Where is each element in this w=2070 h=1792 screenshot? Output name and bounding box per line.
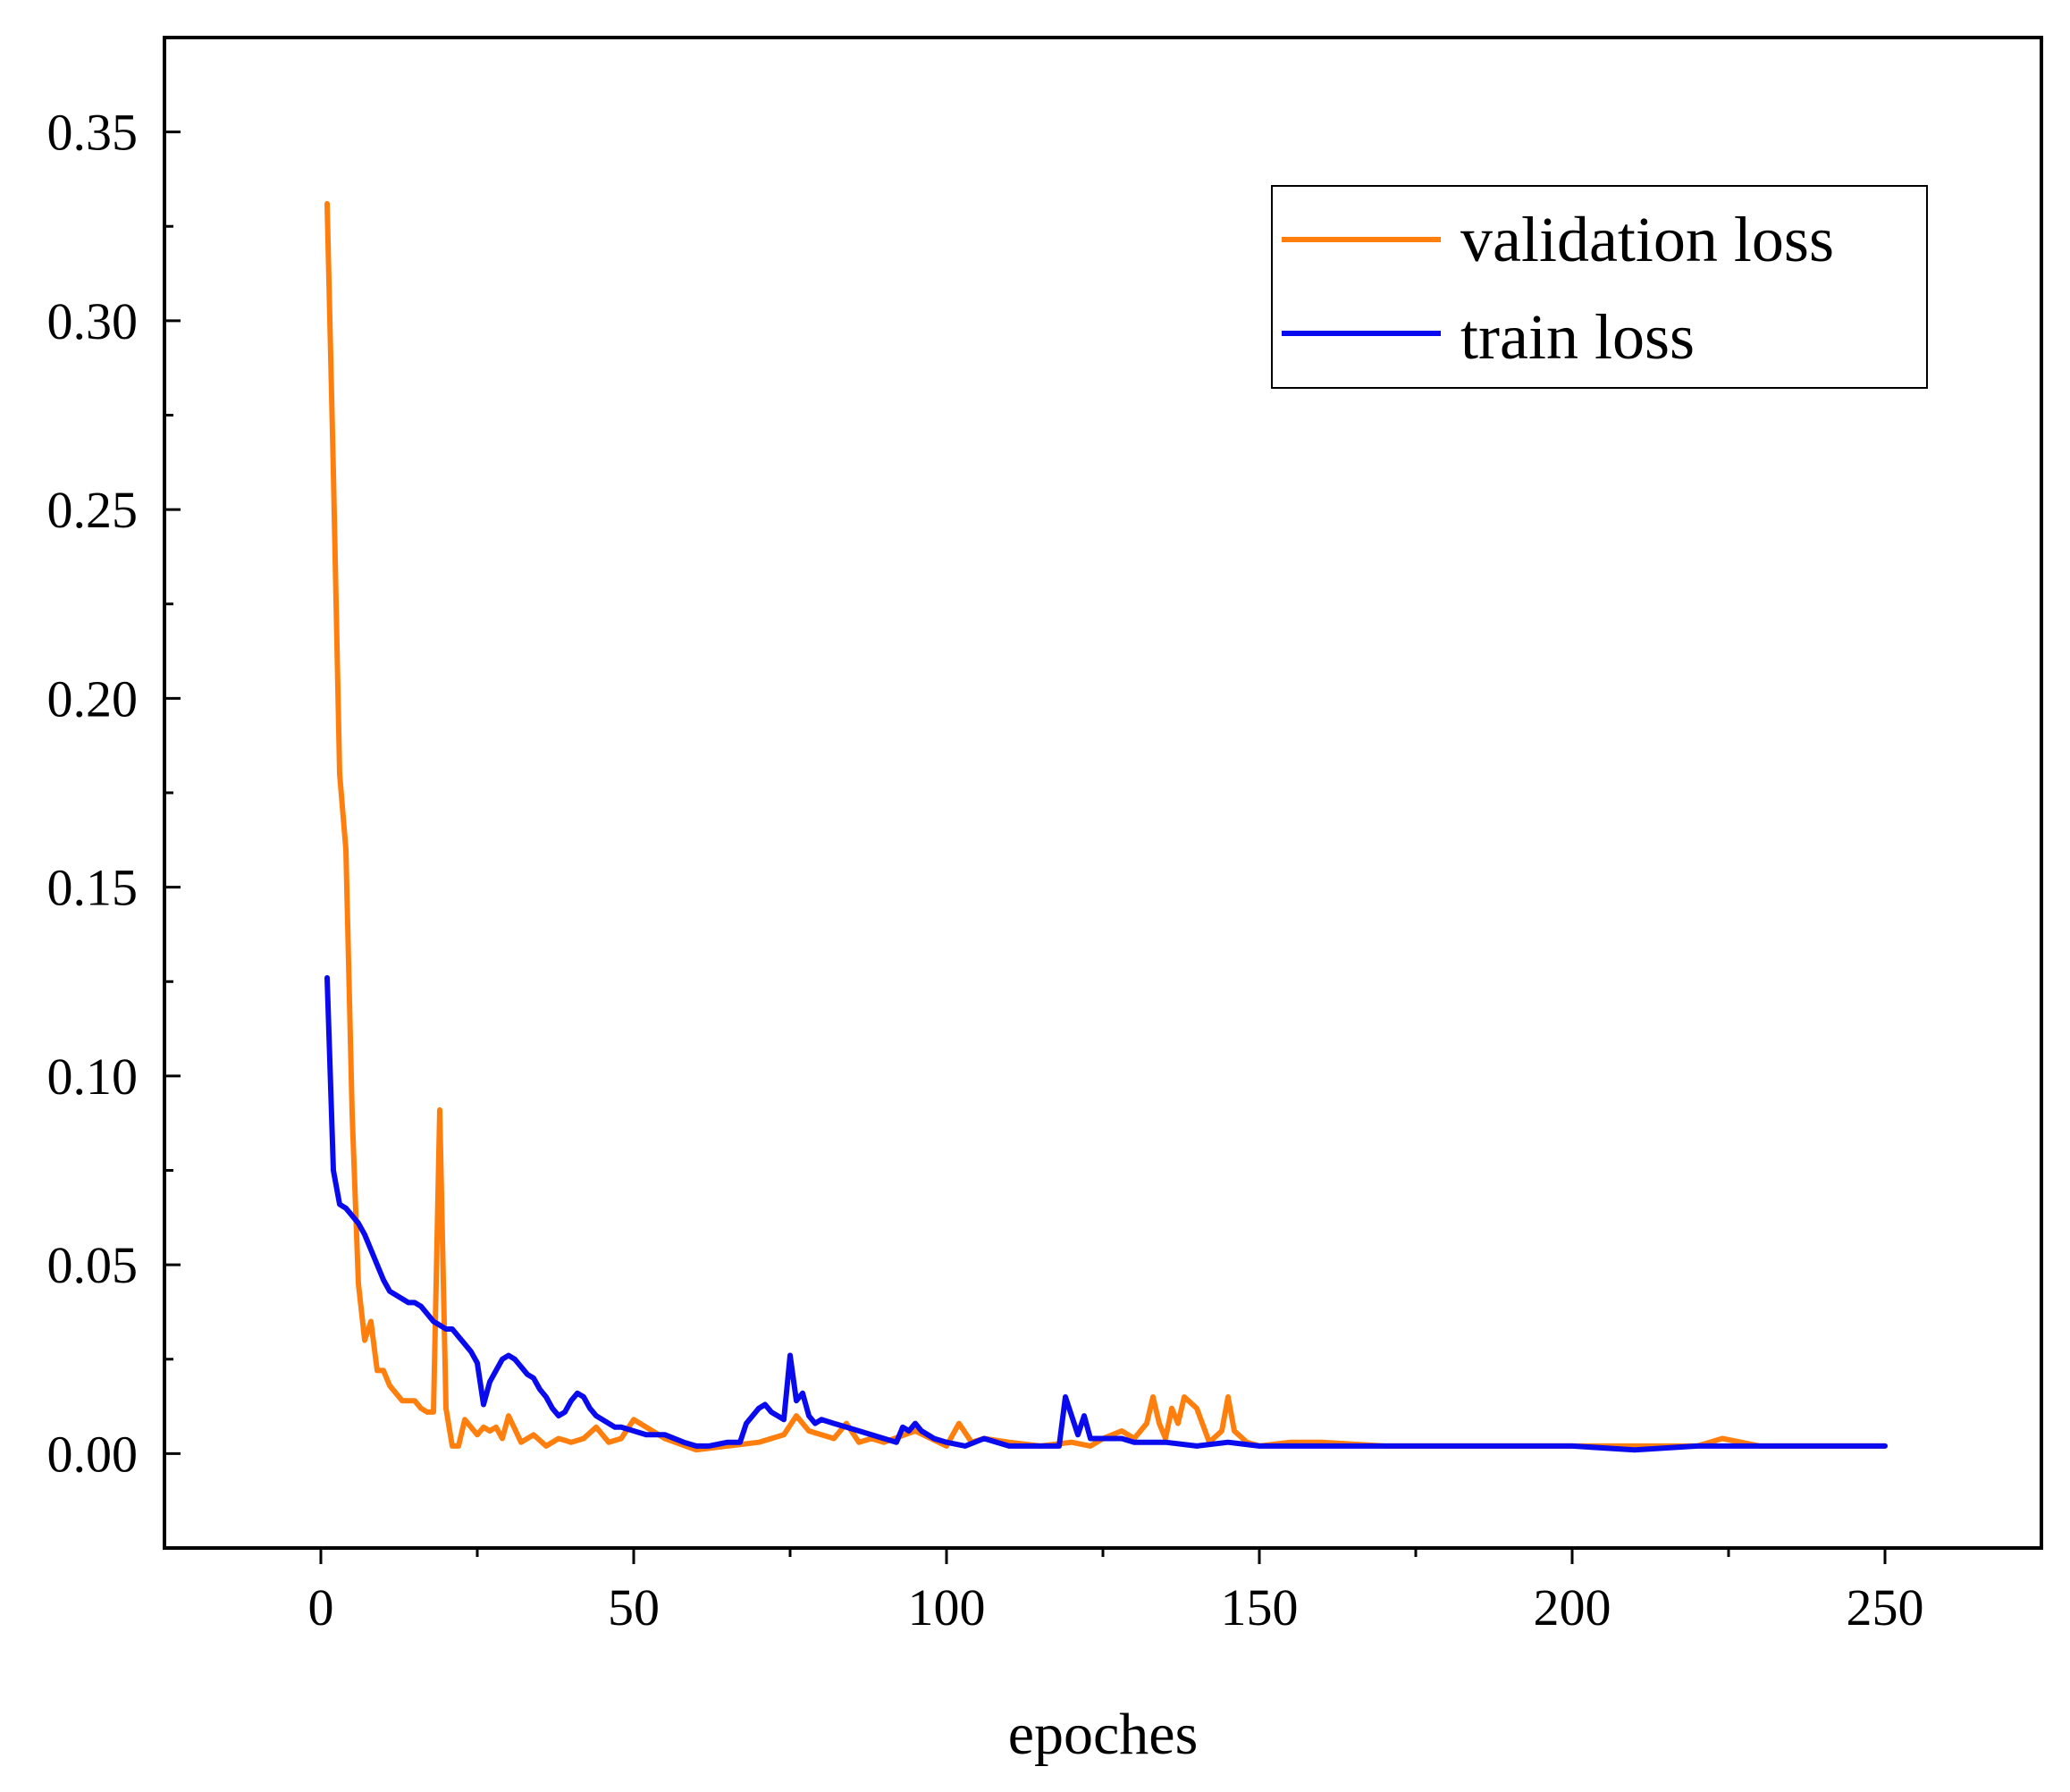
- axis-tick-labels: 0 50 100 150 200 250 0.00 0.05 0.10 0.15 0.20 0.25 0…: [47, 104, 1924, 1636]
- y-tick-label: 0.25: [47, 481, 139, 539]
- legend-box: [1271, 185, 1928, 389]
- y-tick-label: 0.15: [47, 859, 139, 917]
- x-tick-label: 100: [908, 1578, 986, 1636]
- y-tick-label: 0.05: [47, 1236, 139, 1294]
- y-tick-label: 0.30: [47, 292, 139, 350]
- x-tick-label: 250: [1847, 1578, 1924, 1636]
- legend-label-train-loss: train loss: [1460, 301, 1695, 373]
- x-tick-label: 0: [308, 1578, 334, 1636]
- plot-frame: [163, 36, 2043, 1550]
- x-tick-label: 200: [1534, 1578, 1611, 1636]
- y-tick-label: 0.00: [47, 1425, 139, 1483]
- y-tick-label: 0.10: [47, 1047, 139, 1106]
- y-tick-label: 0.20: [47, 669, 139, 728]
- x-tick-label: 150: [1221, 1578, 1299, 1636]
- axis-ticks: [164, 36, 1887, 1564]
- x-tick-label: 50: [608, 1578, 660, 1636]
- series-line-train-loss: [324, 975, 1888, 1453]
- plot-marks: [324, 200, 1888, 1453]
- legend-label-validation-loss: validation loss: [1460, 204, 1834, 275]
- y-tick-label: 0.35: [47, 104, 139, 162]
- x-axis-title: epoches: [1008, 1702, 1199, 1767]
- legend: validation loss train loss: [1271, 185, 1928, 389]
- series-line-validation-loss: [324, 200, 1888, 1453]
